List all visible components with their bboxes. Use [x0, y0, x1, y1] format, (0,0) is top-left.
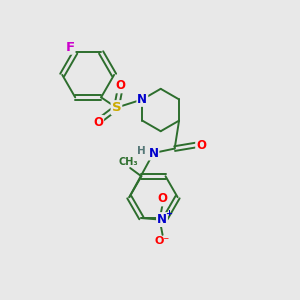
Text: O: O — [196, 139, 206, 152]
Text: N: N — [157, 213, 167, 226]
Text: O: O — [93, 116, 103, 129]
Text: S: S — [112, 101, 121, 114]
Text: +: + — [165, 208, 172, 217]
Text: H: H — [137, 146, 146, 156]
Text: N: N — [137, 93, 147, 106]
Text: F: F — [65, 41, 74, 54]
Text: CH₃: CH₃ — [119, 157, 139, 166]
Text: N: N — [148, 146, 158, 160]
Text: O: O — [158, 192, 168, 206]
Text: O⁻: O⁻ — [155, 236, 170, 246]
Text: O: O — [115, 80, 125, 92]
